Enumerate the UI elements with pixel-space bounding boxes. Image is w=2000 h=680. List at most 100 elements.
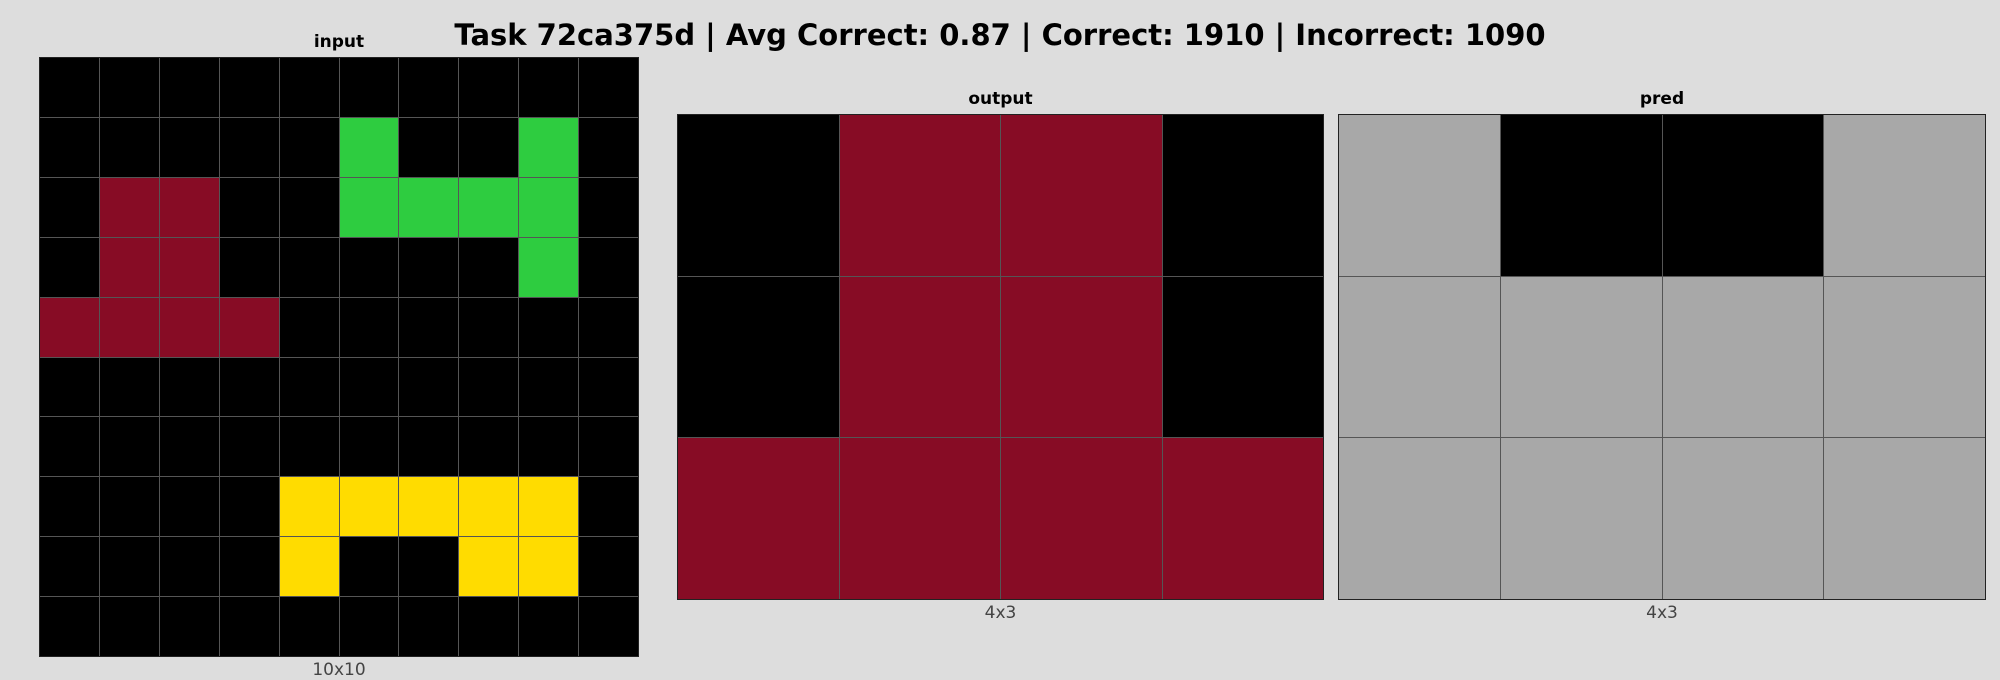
pred-cell (1500, 276, 1662, 438)
input-cell (459, 537, 519, 597)
input-cell (459, 357, 519, 417)
input-cell (159, 177, 219, 237)
output-cell (1001, 276, 1162, 438)
pred-cell (1500, 438, 1662, 599)
input-cell (399, 297, 459, 357)
input-cell (159, 357, 219, 417)
input-size-label: 10x10 (312, 660, 366, 680)
input-cell (399, 237, 459, 297)
input-cell (399, 537, 459, 597)
output-label: output (968, 89, 1033, 109)
pred-cell (1662, 115, 1824, 276)
input-cell (99, 537, 159, 597)
input-cell (579, 417, 638, 477)
input-cell (399, 357, 459, 417)
input-cell (40, 597, 99, 656)
input-cell (339, 357, 399, 417)
input-cell (159, 58, 219, 117)
input-cell (40, 297, 99, 357)
output-cell (1162, 276, 1323, 438)
input-grid (39, 57, 639, 657)
input-cell (519, 597, 579, 656)
input-cell (99, 117, 159, 177)
input-cell (399, 597, 459, 656)
output-cell (678, 115, 839, 276)
pred-size-label: 4x3 (1646, 603, 1678, 623)
input-cell (99, 597, 159, 656)
input-cell (99, 177, 159, 237)
input-cell (99, 58, 159, 117)
input-cell (40, 477, 99, 537)
input-cell (159, 417, 219, 477)
output-panel: output 4x3 (677, 88, 1324, 628)
input-cell (219, 297, 279, 357)
input-cell (459, 177, 519, 237)
pred-cell (1339, 115, 1500, 276)
input-cell (459, 297, 519, 357)
input-cell (459, 597, 519, 656)
input-cell (40, 417, 99, 477)
output-cell (1162, 438, 1323, 599)
pred-panel: pred 4x3 (1338, 88, 1986, 628)
input-cell (519, 117, 579, 177)
input-cell (579, 177, 638, 237)
input-cell (459, 477, 519, 537)
input-cell (399, 58, 459, 117)
input-cell (399, 177, 459, 237)
input-cell (219, 237, 279, 297)
input-cell (279, 297, 339, 357)
input-cell (279, 597, 339, 656)
pred-cell (1662, 438, 1824, 599)
output-cell (1001, 438, 1162, 599)
input-cell (519, 58, 579, 117)
input-cell (40, 357, 99, 417)
pred-label: pred (1639, 89, 1685, 109)
output-cell (678, 276, 839, 438)
input-cell (339, 597, 399, 656)
output-cell (1001, 115, 1162, 276)
input-cell (159, 477, 219, 537)
pred-cell (1662, 276, 1824, 438)
input-cell (279, 237, 339, 297)
input-cell (339, 177, 399, 237)
pred-cell (1500, 115, 1662, 276)
input-cell (459, 58, 519, 117)
input-cell (339, 477, 399, 537)
input-cell (219, 357, 279, 417)
input-cell (219, 597, 279, 656)
pred-cell (1339, 276, 1500, 438)
input-cell (579, 537, 638, 597)
pred-grid (1338, 114, 1986, 600)
page-title: Task 72ca375d | Avg Correct: 0.87 | Corr… (454, 18, 1546, 52)
input-cell (519, 357, 579, 417)
output-cell (678, 438, 839, 599)
input-cell (579, 597, 638, 656)
input-cell (519, 537, 579, 597)
input-cell (40, 237, 99, 297)
input-cell (399, 477, 459, 537)
input-cell (399, 117, 459, 177)
output-size-label: 4x3 (984, 603, 1017, 623)
input-cell (99, 357, 159, 417)
input-cell (159, 297, 219, 357)
input-cell (219, 537, 279, 597)
input-cell (279, 357, 339, 417)
input-cell (219, 477, 279, 537)
input-cell (279, 58, 339, 117)
input-cell (519, 477, 579, 537)
input-cell (159, 597, 219, 656)
input-cell (99, 297, 159, 357)
input-cell (579, 237, 638, 297)
input-cell (339, 58, 399, 117)
input-cell (519, 297, 579, 357)
output-cell (839, 276, 1000, 438)
input-cell (339, 417, 399, 477)
input-cell (339, 117, 399, 177)
input-cell (279, 537, 339, 597)
pred-cell (1824, 276, 1985, 438)
input-cell (219, 58, 279, 117)
input-cell (579, 58, 638, 117)
input-cell (519, 177, 579, 237)
input-cell (519, 417, 579, 477)
input-cell (40, 537, 99, 597)
